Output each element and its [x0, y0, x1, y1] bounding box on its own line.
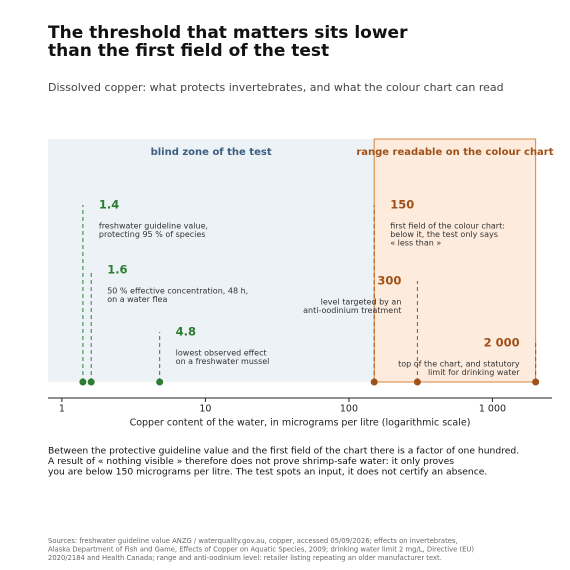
- region-label: blind zone of the test: [151, 147, 272, 158]
- region: [373, 138, 537, 383]
- value-label: 1.6: [107, 263, 127, 277]
- source-note: Alaska Department of Fish and Game, Effe…: [48, 546, 474, 554]
- point: [413, 378, 421, 386]
- source-note: 2020/2184 and Health Canada; range and a…: [48, 554, 442, 562]
- annotation: lowest observed effect: [176, 349, 267, 358]
- annotation: anti-oodinium treatment: [303, 306, 401, 315]
- x-tick-label: 10: [199, 404, 211, 415]
- subtitle: Dissolved copper: what protects inverteb…: [48, 81, 504, 94]
- source-note: Sources: freshwater guideline value ANZG…: [48, 537, 458, 545]
- annotation: 50 % effective concentration, 48 h,: [107, 287, 248, 296]
- body-text: Between the protective guideline value a…: [48, 446, 519, 457]
- value-label: 300: [377, 274, 401, 288]
- annotation: « less than »: [390, 239, 441, 248]
- annotation: first field of the colour chart:: [390, 222, 505, 231]
- chart-title: The threshold that matters sits lower: [48, 23, 408, 43]
- x-tick-label: 100: [340, 404, 358, 415]
- x-tick-label: 1 000: [479, 404, 506, 415]
- chart-title: than the first field of the test: [48, 41, 329, 61]
- annotation: top of the chart, and statutory: [398, 360, 520, 369]
- value-label: 2 000: [484, 336, 520, 350]
- value-label: 150: [390, 198, 414, 212]
- region-label: range readable on the colour chart: [356, 147, 553, 158]
- annotation: on a freshwater mussel: [176, 357, 270, 366]
- x-axis-label: Copper content of the water, in microgra…: [130, 418, 471, 429]
- point: [79, 378, 87, 386]
- annotation: level targeted by an: [321, 298, 402, 307]
- point: [370, 378, 378, 386]
- region: [48, 139, 375, 382]
- annotation: limit for drinking water: [428, 368, 520, 377]
- body-text: you are below 150 micrograms per litre. …: [48, 467, 487, 478]
- point: [87, 378, 95, 386]
- value-label: 1.4: [99, 198, 119, 212]
- point: [532, 378, 540, 386]
- annotation: protecting 95 % of species: [99, 230, 206, 239]
- x-tick-label: 1: [59, 404, 65, 415]
- annotation: below it, the test only says: [390, 230, 498, 239]
- point: [156, 378, 164, 386]
- body-text: A result of « nothing visible » therefor…: [48, 456, 454, 467]
- value-label: 4.8: [176, 325, 196, 339]
- annotation: on a water flea: [107, 295, 167, 304]
- annotation: freshwater guideline value,: [99, 222, 208, 231]
